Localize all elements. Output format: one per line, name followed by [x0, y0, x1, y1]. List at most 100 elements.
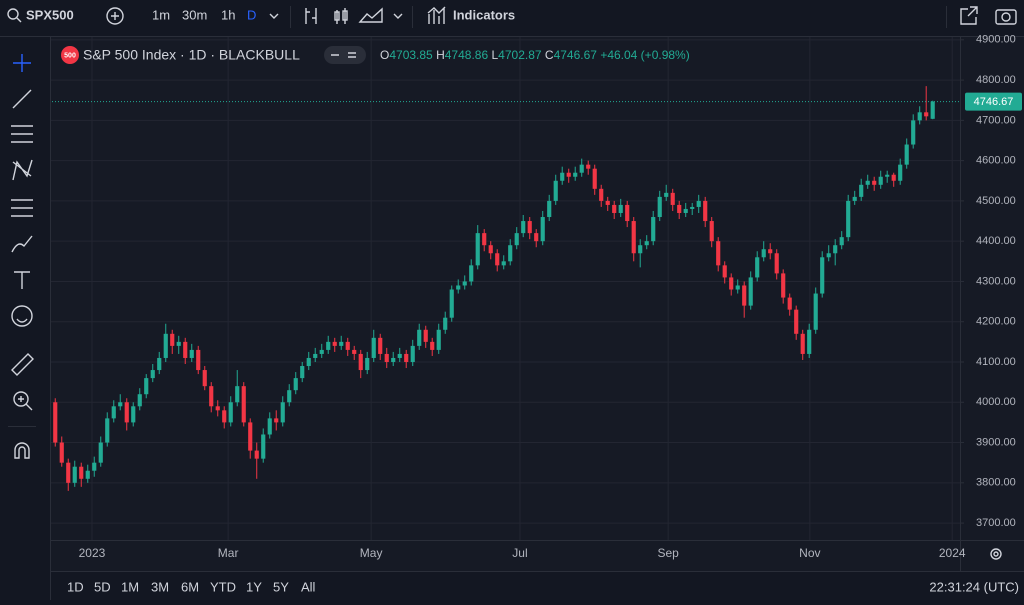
share-icon[interactable]	[960, 6, 978, 25]
y-tick-label: 4700.00	[976, 114, 1016, 126]
candle-body	[358, 353, 363, 371]
interval[interactable]: 30m	[182, 7, 207, 22]
ohlc-value: 4748.86	[445, 48, 489, 62]
candle-body	[280, 402, 285, 423]
line-tool[interactable]	[12, 89, 32, 109]
candle-body	[137, 394, 142, 407]
x-tick-label: 2024	[939, 546, 966, 560]
zoom-tool[interactable]	[13, 391, 29, 407]
candle-body	[248, 422, 253, 451]
settings-icon[interactable]	[990, 548, 1002, 560]
indicators-icon[interactable]	[427, 6, 446, 24]
bars-icon[interactable]	[305, 8, 317, 24]
x-tick-label: May	[360, 546, 383, 560]
candle-body	[482, 233, 487, 246]
candle-body	[618, 204, 623, 213]
ohlc-value: 4746.67	[554, 48, 598, 62]
add-symbol[interactable]	[111, 12, 119, 20]
candle-body	[924, 112, 929, 117]
ohlc-label: O	[380, 48, 389, 62]
range-button[interactable]: 3M	[151, 579, 169, 594]
interval-active[interactable]: D	[247, 7, 256, 22]
candle-body	[885, 174, 890, 177]
snapshot-icon[interactable]	[1001, 12, 1011, 22]
add-symbol[interactable]	[106, 7, 124, 25]
candle-body	[144, 378, 149, 395]
y-tick-label: 3900.00	[976, 436, 1016, 448]
indicators-button[interactable]: Indicators	[453, 7, 515, 22]
candle-body	[781, 273, 786, 298]
range-button[interactable]: 6M	[181, 579, 199, 594]
legend-toggle[interactable]	[331, 52, 356, 58]
pattern-tool[interactable]	[12, 159, 33, 181]
range-button[interactable]: 5Y	[273, 579, 289, 594]
area-icon[interactable]	[358, 7, 383, 23]
candle-body	[462, 281, 467, 286]
candle-body	[287, 390, 292, 403]
candle-body	[514, 233, 519, 246]
candle-body	[274, 418, 279, 423]
x-tick-label: Jul	[512, 546, 527, 560]
search-icon[interactable]	[7, 8, 19, 20]
y-tick-label: 4200.00	[976, 316, 1016, 328]
range-button[interactable]: 5D	[94, 579, 111, 594]
settings-icon[interactable]	[993, 551, 999, 557]
range-button[interactable]: 1M	[121, 579, 139, 594]
candle-body	[872, 180, 877, 185]
interval[interactable]: 1m	[152, 7, 170, 22]
magnet-tool[interactable]	[14, 442, 30, 459]
fib-tool[interactable]	[11, 125, 33, 143]
crosshair-tool[interactable]	[13, 54, 31, 72]
emoji-tool[interactable]	[16, 318, 28, 323]
candle-body	[696, 200, 701, 207]
text-tool[interactable]	[14, 271, 30, 289]
candle-body	[235, 386, 240, 403]
clock: 22:31:24 (UTC)	[929, 579, 1019, 594]
candle-body	[339, 341, 344, 346]
candle-body	[670, 192, 675, 205]
price-label: 4746.67	[974, 96, 1014, 108]
range-button[interactable]: 1Y	[246, 579, 262, 594]
candle-body	[384, 353, 389, 362]
candle-body	[222, 410, 227, 423]
candle-body	[176, 341, 181, 346]
snapshot-icon[interactable]	[995, 9, 1017, 25]
prediction-tool[interactable]	[11, 199, 33, 217]
emoji-tool[interactable]	[11, 305, 33, 327]
candle-body	[755, 257, 760, 278]
candle-body	[157, 357, 162, 371]
search-icon[interactable]	[16, 17, 22, 23]
candles-icon[interactable]	[334, 11, 340, 21]
candle-body	[813, 293, 818, 330]
range-button[interactable]: 1D	[67, 579, 84, 594]
zoom-tool[interactable]	[18, 396, 33, 411]
candle-body	[852, 196, 857, 201]
y-tick-label: 4900.00	[976, 34, 1016, 46]
ohlc-label: C	[545, 48, 554, 62]
candle-body	[579, 164, 584, 173]
range-button[interactable]: YTD	[210, 579, 236, 594]
interval-menu[interactable]	[269, 13, 279, 19]
candle-body	[833, 245, 838, 254]
candle-body	[449, 289, 454, 318]
range-button[interactable]: All	[301, 579, 316, 594]
candles-icon[interactable]	[342, 10, 348, 21]
ruler-tool[interactable]	[11, 353, 34, 376]
candle-body	[404, 353, 409, 362]
candle-body	[163, 333, 168, 358]
chart-type-menu[interactable]	[393, 13, 403, 19]
candle-body	[904, 144, 909, 165]
y-tick-label: 4400.00	[976, 235, 1016, 247]
candle-body	[657, 196, 662, 218]
candle-body	[456, 285, 461, 290]
candle-body	[345, 341, 350, 350]
symbol[interactable]: SPX500	[26, 7, 74, 22]
candle-body	[306, 357, 311, 367]
candle-body	[566, 172, 571, 177]
candle-body	[826, 253, 831, 258]
legend-toggle[interactable]	[324, 46, 366, 64]
interval[interactable]: 1h	[221, 7, 235, 22]
candle-body	[800, 333, 805, 354]
brush-tool[interactable]	[11, 235, 33, 253]
y-tick-label: 4000.00	[976, 396, 1016, 408]
